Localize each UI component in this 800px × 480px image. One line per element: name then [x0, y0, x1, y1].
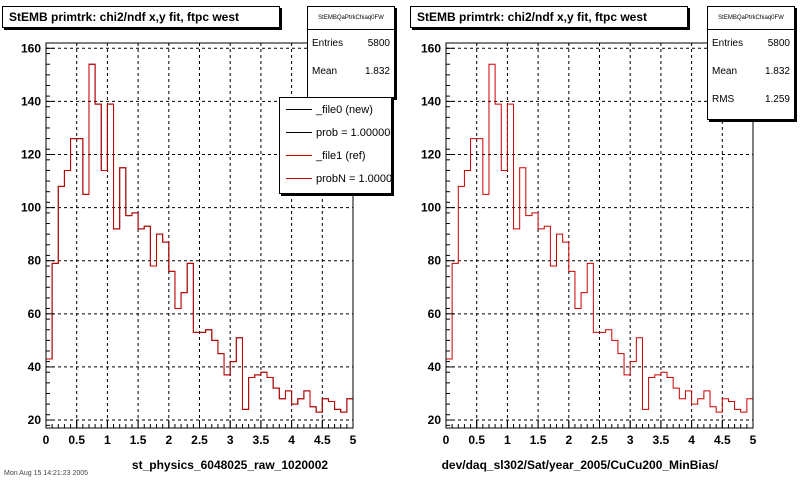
legend-box: _file0 (new) prob = 1.000000 _file1 (ref… [279, 97, 392, 194]
right-x-tick-label: 5 [750, 433, 757, 447]
left-stats-box: StEMBQaPtrkChiaq0FW Entries 5800 Mean 1.83… [307, 6, 395, 98]
left-y-tick-label: 160 [21, 41, 41, 55]
left-stats-value: 5800 [367, 38, 390, 49]
left-stats-name: StEMBQaPtrkChiaq0FW [308, 7, 394, 30]
legend-item: _file1 (ref) [280, 144, 391, 167]
legend-label: _file0 (new) [316, 103, 373, 116]
left-x-tick-label: 5 [350, 433, 357, 447]
legend-item: _file0 (new) [280, 98, 391, 121]
right-x-tick-label: 0 [443, 433, 450, 447]
left-y-tick-label: 120 [21, 148, 41, 162]
legend-label: _file1 (ref) [316, 149, 366, 162]
right-stats-row: Entries 5800 [708, 30, 794, 58]
legend-item: probN = 1.000000 [280, 167, 391, 190]
right-y-tick-label: 60 [428, 307, 442, 321]
left-stats-row: Entries 5800 [308, 30, 394, 58]
left-x-tick-label: 2 [165, 433, 172, 447]
left-x-tick-label: 0.5 [68, 433, 85, 447]
left-x-tick-label: 3.5 [253, 433, 270, 447]
right-x-tick-label: 2 [565, 433, 572, 447]
right-stats-name: StEMBQaPtrkChiaq0FW [708, 7, 794, 30]
right-stats-value: 1.259 [764, 94, 790, 105]
left-x-tick-label: 3 [227, 433, 234, 447]
footer-timestamp: Mon Aug 15 14:21:23 2005 [4, 470, 89, 477]
right-y-tick-label: 80 [428, 254, 442, 268]
legend-swatch [286, 155, 312, 156]
left-y-tick-label: 20 [28, 413, 42, 427]
right-y-tick-label: 40 [428, 360, 442, 374]
legend-label: probN = 1.000000 [316, 172, 392, 185]
left-stats-value: 1.832 [364, 66, 390, 77]
left-stats-row: Mean 1.832 [308, 58, 394, 86]
left-stats-label: Entries [312, 38, 344, 49]
right-stats-label: RMS [712, 94, 735, 105]
left-x-tick-label: 4 [288, 433, 295, 447]
left-chart-title: StEMB primtrk: chi2/ndf x,y fit, ftpc we… [2, 6, 280, 28]
right-x-tick-label: 4 [688, 433, 695, 447]
right-x-axis-label: dev/daq_sl302/Sat/year_2005/CuCu200_MinB… [441, 458, 719, 472]
right-y-tick-label: 20 [428, 413, 442, 427]
left-y-tick-label: 140 [21, 94, 41, 108]
right-x-tick-label: 4.5 [714, 433, 731, 447]
left-x-tick-label: 4.5 [314, 433, 331, 447]
right-stats-row: Mean 1.832 [708, 58, 794, 86]
right-stats-value: 1.832 [764, 66, 790, 77]
left-y-tick-label: 60 [28, 307, 42, 321]
right-stats-box: StEMBQaPtrkChiaq0FW Entries 5800 Mean 1.83… [707, 6, 795, 120]
right-stats-row: RMS 1.259 [708, 86, 794, 114]
left-y-tick-label: 80 [28, 254, 42, 268]
left-x-tick-label: 0 [43, 433, 50, 447]
left-x-tick-label: 1 [104, 433, 111, 447]
left-stats-label: Mean [312, 66, 338, 77]
left-y-tick-label: 100 [21, 201, 41, 215]
right-x-tick-label: 3 [627, 433, 634, 447]
left-x-axis-label: st_physics_6048025_raw_1020002 [131, 458, 329, 472]
legend-swatch [286, 109, 312, 110]
right-y-tick-label: 120 [421, 148, 441, 162]
right-histogram-series-0 [445, 63, 754, 428]
right-x-tick-label: 1 [504, 433, 511, 447]
right-y-tick-label: 160 [421, 41, 441, 55]
right-stats-label: Entries [712, 38, 744, 49]
left-x-tick-label: 1.5 [130, 433, 147, 447]
right-stats-label: Mean [712, 66, 738, 77]
right-y-tick-label: 100 [421, 201, 441, 215]
legend-item: prob = 1.000000 [280, 121, 391, 144]
right-x-tick-label: 1.5 [530, 433, 547, 447]
legend-swatch [286, 132, 312, 133]
right-x-tick-label: 0.5 [468, 433, 485, 447]
left-y-tick-label: 40 [28, 360, 42, 374]
legend-swatch [286, 178, 312, 179]
right-stats-value: 5800 [767, 38, 790, 49]
left-histogram-series-1 [45, 63, 354, 428]
left-x-tick-label: 2.5 [191, 433, 208, 447]
right-x-tick-label: 2.5 [591, 433, 608, 447]
right-y-tick-label: 140 [421, 94, 441, 108]
right-x-tick-label: 3.5 [653, 433, 670, 447]
legend-label: prob = 1.000000 [316, 126, 392, 139]
right-chart-title: StEMB primtrk: chi2/ndf x,y fit, ftpc we… [410, 6, 688, 28]
